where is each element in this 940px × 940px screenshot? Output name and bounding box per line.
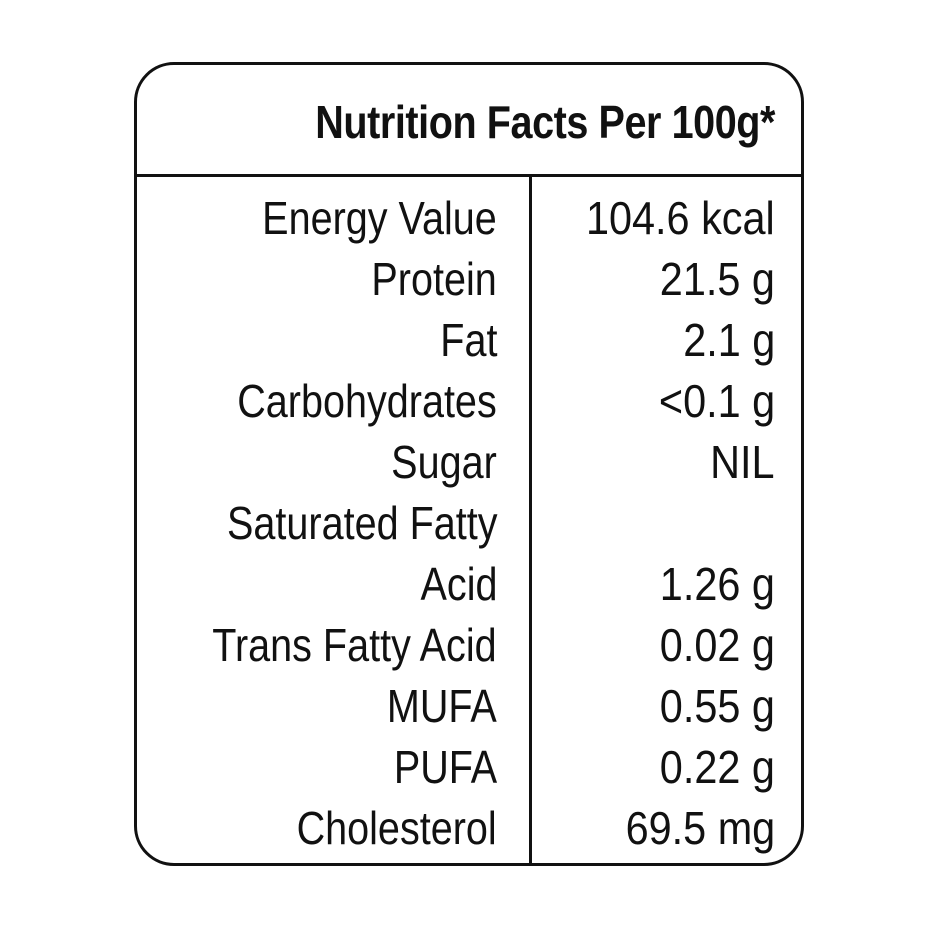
nutrient-label: Protein — [371, 253, 497, 305]
nutrient-label: Energy Value — [262, 192, 497, 244]
nutrient-label: PUFA — [393, 741, 497, 793]
nutrient-value: 0.55 g — [659, 680, 775, 732]
nutrient-label: Fat — [439, 314, 497, 366]
nutrient-label: Trans Fatty Acid — [212, 619, 497, 671]
nutrient-row: Acid 1.26 g — [137, 554, 801, 615]
nutrient-table: Energy Value 104.6 kcal Protein 21.5 g F… — [137, 188, 801, 859]
nutrient-value: 2.1 g — [682, 314, 775, 366]
header-divider — [137, 174, 801, 177]
nutrient-value: 21.5 g — [659, 253, 775, 305]
nutrient-value: 1.26 g — [659, 558, 775, 610]
nutrient-row: Carbohydrates <0.1 g — [137, 371, 801, 432]
nutrient-label: Acid — [420, 558, 497, 610]
nutrition-facts-title: Nutrition Facts Per 100g* — [315, 96, 775, 148]
nutrient-row: Fat 2.1 g — [137, 310, 801, 371]
nutrient-label: Carbohydrates — [237, 375, 497, 427]
nutrition-facts-panel: Nutrition Facts Per 100g* Energy Value 1… — [134, 62, 804, 866]
nutrient-row: Protein 21.5 g — [137, 249, 801, 310]
nutrient-value: <0.1 g — [658, 375, 775, 427]
nutrient-row: PUFA 0.22 g — [137, 737, 801, 798]
column-divider — [529, 174, 532, 863]
nutrient-value: 0.02 g — [659, 619, 775, 671]
nutrient-row: Trans Fatty Acid 0.02 g — [137, 615, 801, 676]
nutrient-label: Sugar — [391, 436, 497, 488]
nutrient-row: Energy Value 104.6 kcal — [137, 188, 801, 249]
nutrient-row: Sugar NIL — [137, 432, 801, 493]
nutrient-value: NIL — [710, 436, 775, 488]
nutrient-label: Saturated Fatty — [226, 497, 497, 549]
nutrient-value: 104.6 kcal — [586, 192, 775, 244]
nutrient-value: 69.5 mg — [625, 802, 775, 854]
nutrient-row: Cholesterol 69.5 mg — [137, 798, 801, 859]
nutrient-row: MUFA 0.55 g — [137, 676, 801, 737]
nutrient-label: MUFA — [387, 680, 497, 732]
nutrient-row: Saturated Fatty — [137, 493, 801, 554]
nutrient-label: Cholesterol — [296, 802, 497, 854]
nutrient-value: 0.22 g — [659, 741, 775, 793]
